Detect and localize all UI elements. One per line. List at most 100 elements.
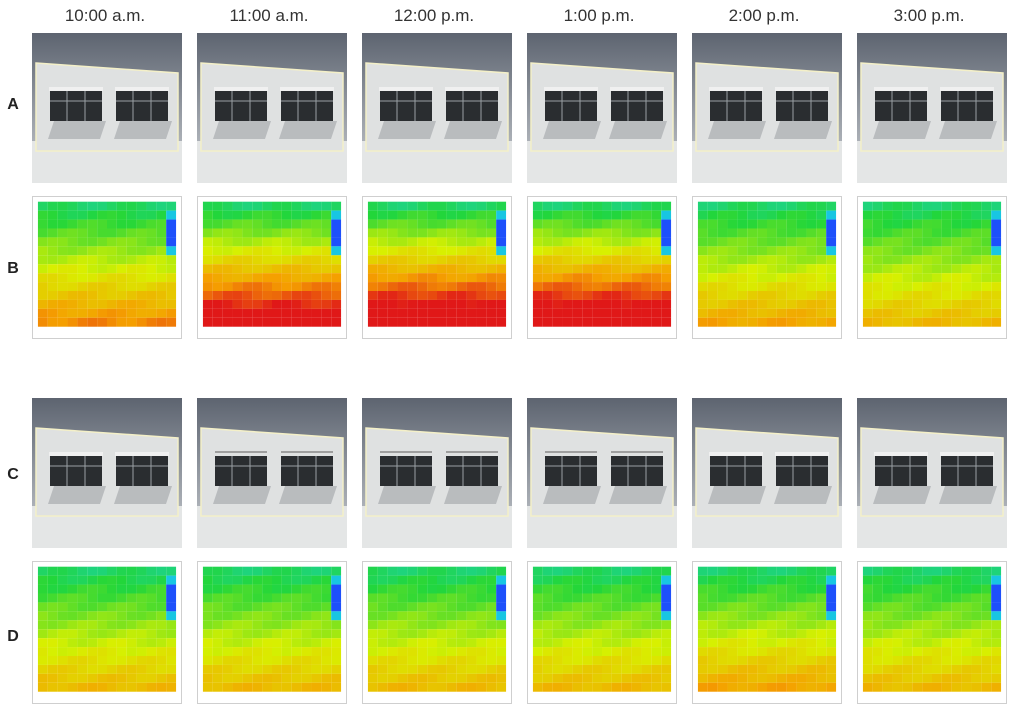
heatmap-cell (311, 317, 322, 327)
heatmap-cell (126, 593, 137, 603)
heatmap-cell (466, 308, 477, 318)
heatmap-cell (87, 611, 98, 621)
heatmap-cell (496, 219, 507, 229)
heatmap-cell (301, 255, 312, 265)
heatmap-cell (77, 255, 88, 265)
heatmap-cell (922, 593, 932, 603)
heatmap-cell (437, 647, 447, 656)
heatmap-cell (951, 264, 962, 274)
heatmap-cell (242, 647, 253, 656)
heatmap-cell (697, 620, 708, 630)
heatmap-cell (631, 593, 642, 603)
heatmap-cell (47, 282, 58, 291)
heatmap-cell (707, 308, 718, 318)
heatmap-cell (932, 210, 942, 220)
heatmap-cell (611, 255, 622, 265)
heatmap-cell (242, 584, 253, 594)
heatmap-cell (331, 593, 342, 603)
heatmap-cell (816, 317, 827, 327)
heatmap-cell (542, 620, 553, 630)
heatmap-cell (446, 629, 457, 639)
heatmap-cell (941, 566, 952, 576)
time-label-1pm: 1:00 p.m. (563, 6, 635, 25)
heatmap-cell (661, 629, 672, 639)
heatmap-cell (407, 246, 418, 256)
heatmap-cell (806, 575, 817, 585)
heatmap-cell (816, 291, 827, 300)
heatmap-cell (971, 308, 982, 318)
heatmap-cell (202, 638, 213, 648)
heatmap-cell (146, 201, 157, 211)
heatmap-cell (892, 255, 903, 265)
heatmap-cell (912, 219, 923, 229)
heatmap-cell (47, 647, 58, 656)
heatmap-cell (166, 210, 177, 220)
heatmap-cell (486, 246, 497, 256)
heatmap-cell (582, 210, 593, 220)
heatmap-cell (757, 228, 767, 238)
heatmap-cell (697, 575, 708, 585)
heatmap-cell (727, 228, 738, 238)
heatmap-cell (532, 299, 543, 309)
heatmap-cell (417, 593, 428, 603)
heatmap-cell (486, 664, 497, 674)
heatmap-cell (816, 664, 827, 674)
heatmap-cell (892, 611, 903, 621)
heatmap-cell (717, 566, 728, 576)
heatmap-cell (757, 647, 767, 656)
heatmap-cell (786, 638, 797, 648)
heatmap-cell (981, 602, 992, 612)
heatmap-cell (757, 593, 767, 603)
heatmap-cell (826, 656, 837, 665)
heatmap-cell (387, 664, 398, 674)
heatmap-cell (166, 219, 177, 229)
heatmap-cell (767, 629, 777, 639)
heatmap-cell (166, 682, 177, 692)
heatmap-cell (486, 237, 497, 247)
heatmap-cell (776, 682, 787, 692)
heatmap-cell (232, 299, 243, 309)
heatmap-cell (212, 246, 223, 256)
heatmap-cell (717, 673, 728, 683)
heatmap-cell (776, 620, 787, 630)
heatmap-cell (582, 317, 593, 327)
heatmap-cell (532, 255, 543, 265)
heatmap-cell (301, 575, 312, 585)
heatmap-cell (136, 584, 147, 594)
heatmap-cell (166, 237, 177, 247)
heatmap-cell (321, 575, 332, 585)
illuminance-grid (197, 196, 347, 339)
heatmap-cell (496, 664, 507, 674)
heatmap-cell (87, 210, 98, 220)
heatmap-cell (697, 246, 708, 256)
heatmap-cell (466, 201, 477, 211)
heatmap-cell (466, 273, 477, 283)
heatmap-cell (882, 656, 893, 665)
heatmap-cell (291, 656, 302, 665)
heatmap-cell (456, 602, 467, 612)
heatmap-cell (407, 255, 418, 265)
heatmap-cell (961, 566, 972, 576)
heatmap-cell (717, 629, 728, 639)
heatmap-cell (631, 264, 642, 274)
heatmap-cell (417, 237, 428, 247)
heatmap-cell (136, 620, 147, 630)
heatmap-cell (232, 638, 243, 648)
heatmap-cell (446, 299, 457, 309)
heatmap-cell (397, 620, 408, 630)
heatmap-cell (331, 566, 342, 576)
heatmap-cell (767, 246, 777, 256)
heatmap-cell (311, 308, 322, 318)
heatmap-cell (252, 673, 263, 683)
heatmap-cell (661, 291, 672, 300)
heatmap-cell (397, 308, 408, 318)
heatmap-cell (912, 575, 923, 585)
heatmap-cell (971, 317, 982, 327)
heatmap-cell (321, 219, 332, 229)
heatmap-cell (631, 201, 642, 211)
heatmap-cell (707, 611, 718, 621)
heatmap-cell (311, 255, 322, 265)
heatmap-cell (427, 629, 437, 639)
heatmap-cell (77, 593, 88, 603)
heatmap-cell (826, 638, 837, 648)
